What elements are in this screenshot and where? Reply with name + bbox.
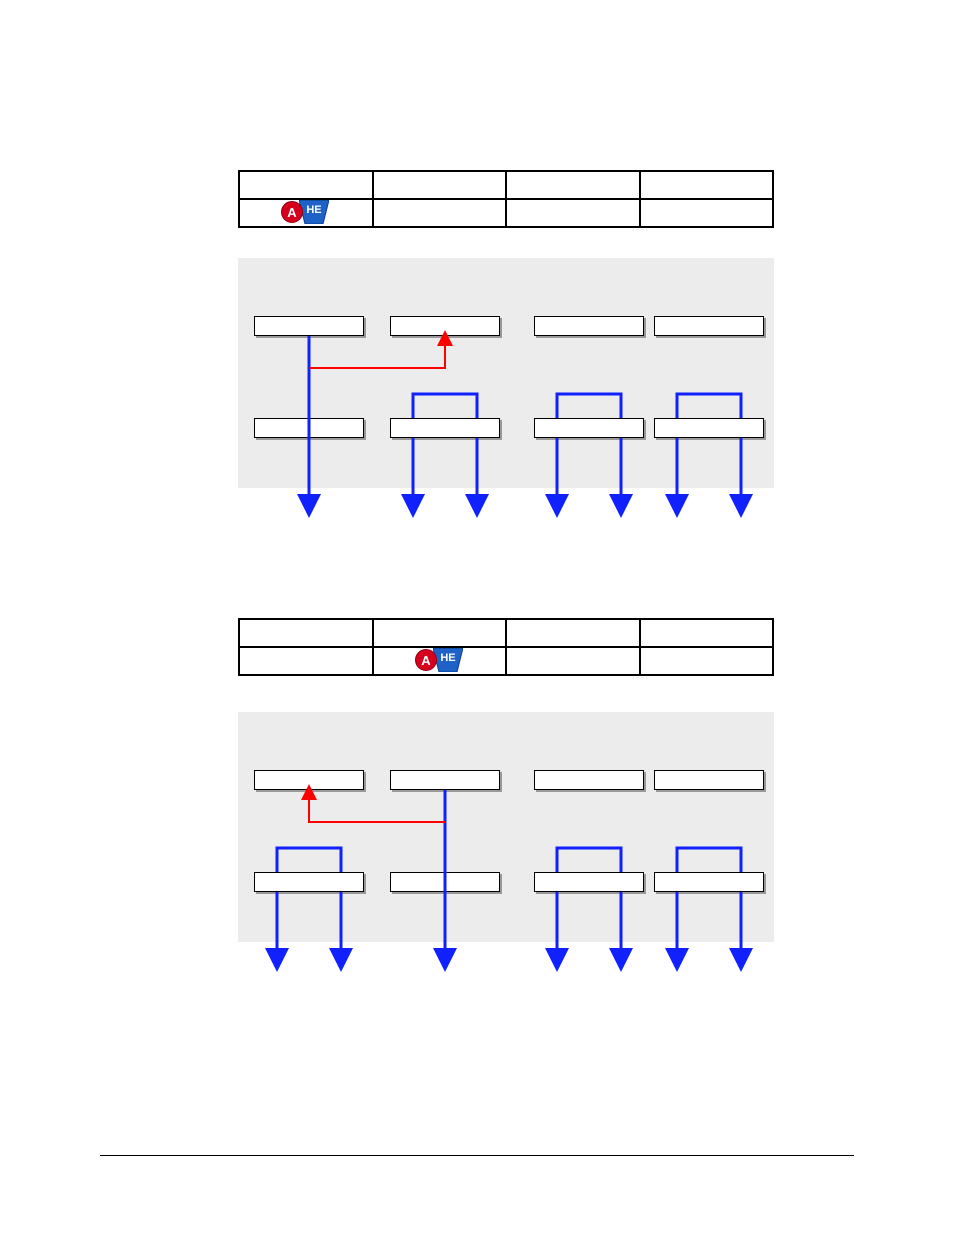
bottom-box	[390, 418, 500, 438]
table-row	[239, 619, 773, 647]
table-cell	[506, 647, 640, 675]
badge-he-label: HE	[433, 648, 463, 672]
table-cell	[506, 199, 640, 227]
top-box	[534, 770, 644, 790]
footer-rule	[100, 1155, 854, 1156]
table-cell	[506, 619, 640, 647]
badge-he: HE	[433, 648, 463, 672]
table-cell	[373, 199, 507, 227]
table-cell	[239, 619, 373, 647]
top-box	[654, 770, 764, 790]
diagram-area	[238, 712, 774, 942]
table-cell	[239, 647, 373, 675]
table-cell	[640, 647, 774, 675]
top-box	[254, 316, 364, 336]
badge-group: AHE	[281, 200, 329, 224]
top-box	[534, 316, 644, 336]
badge-he: HE	[299, 200, 329, 224]
bottom-box	[390, 872, 500, 892]
bottom-box	[654, 872, 764, 892]
table-cell	[373, 171, 507, 199]
table-cell	[506, 171, 640, 199]
badge-he-label: HE	[299, 200, 329, 224]
badge-a: A	[281, 201, 303, 223]
table-cell	[640, 619, 774, 647]
table-row	[239, 171, 773, 199]
state-table	[238, 618, 774, 676]
top-box	[390, 770, 500, 790]
table-cell	[239, 171, 373, 199]
bottom-box	[654, 418, 764, 438]
page: AHEAHE	[0, 0, 954, 1235]
bottom-box	[254, 418, 364, 438]
table-cell	[373, 619, 507, 647]
badge-group: AHE	[415, 648, 463, 672]
bottom-box	[534, 872, 644, 892]
table-cell	[640, 199, 774, 227]
table-row	[239, 647, 773, 675]
bottom-box	[254, 872, 364, 892]
table-cell	[640, 171, 774, 199]
top-box	[254, 770, 364, 790]
badge-a: A	[415, 649, 437, 671]
bottom-box	[534, 418, 644, 438]
top-box	[654, 316, 764, 336]
diagram-area	[238, 258, 774, 488]
top-box	[390, 316, 500, 336]
